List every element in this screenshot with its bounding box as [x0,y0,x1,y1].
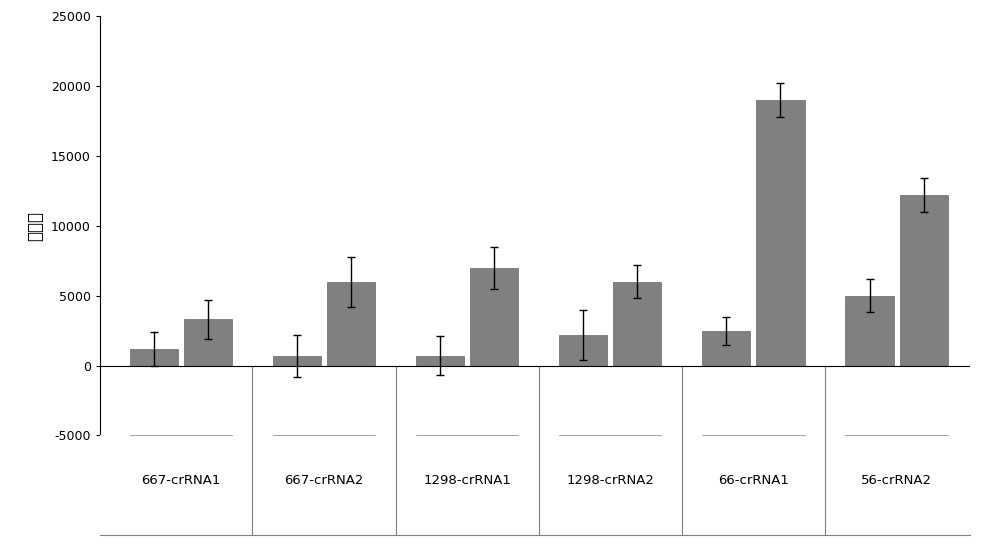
Text: 1298-crRNA1: 1298-crRNA1 [423,474,511,486]
Bar [327,282,375,365]
Bar [184,319,232,365]
Bar [470,268,518,365]
Text: 667-crRNA2: 667-crRNA2 [284,474,364,486]
Bar [416,356,464,365]
Text: 56-crRNA2: 56-crRNA2 [861,474,932,486]
Text: 1298-crRNA2: 1298-crRNA2 [566,474,654,486]
Bar [130,349,178,365]
Bar [273,356,321,365]
Bar [900,195,948,365]
Bar [559,335,607,365]
Y-axis label: 荧光値: 荧光値 [26,211,44,241]
Bar [613,282,661,365]
Bar [756,100,805,365]
Text: 66-crRNA1: 66-crRNA1 [718,474,789,486]
Text: 667-crRNA1: 667-crRNA1 [141,474,221,486]
Bar [702,330,750,365]
Bar [845,296,894,365]
